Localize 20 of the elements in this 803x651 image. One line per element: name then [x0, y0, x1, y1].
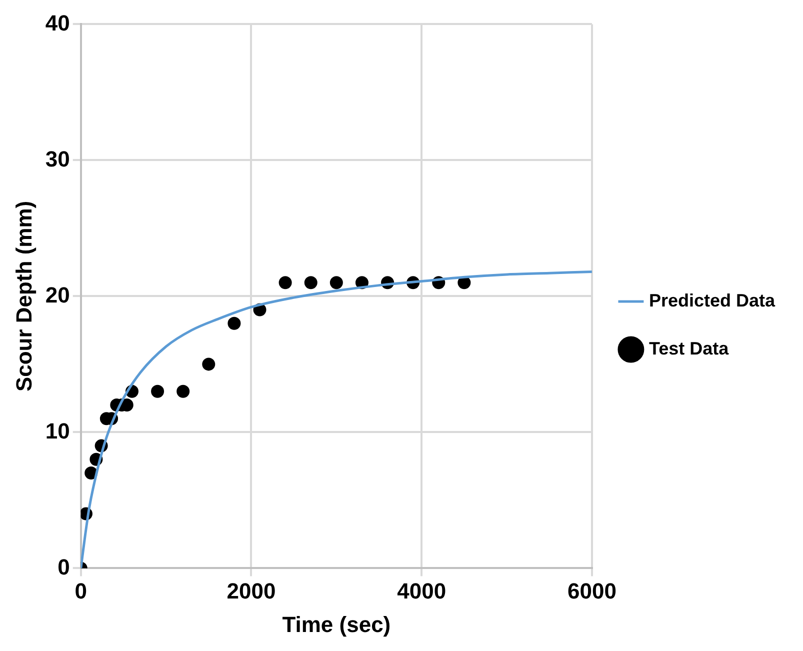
y-tick-label: 30: [45, 146, 70, 172]
x-axis-title: Time (sec): [282, 612, 391, 637]
point: [202, 358, 216, 371]
y-tick-label: 20: [45, 282, 70, 308]
y-tick-label: 0: [58, 554, 70, 580]
point: [304, 276, 318, 290]
x-tick-label: 6000: [567, 578, 616, 604]
x-tick-label: 4000: [397, 578, 446, 604]
legend-label: Predicted Data: [648, 290, 776, 310]
x-tick-label: 0: [74, 578, 87, 604]
point: [176, 384, 190, 398]
point: [228, 316, 241, 330]
point: [278, 276, 292, 290]
y-tick-label: 10: [45, 418, 70, 444]
x-tick-label: 2000: [226, 578, 276, 604]
point: [330, 276, 343, 290]
y-tick-label: 40: [45, 10, 70, 36]
y-axis-title: Scour Depth (mm): [11, 200, 36, 392]
point: [151, 384, 164, 398]
legend-label: Test Data: [648, 338, 730, 358]
